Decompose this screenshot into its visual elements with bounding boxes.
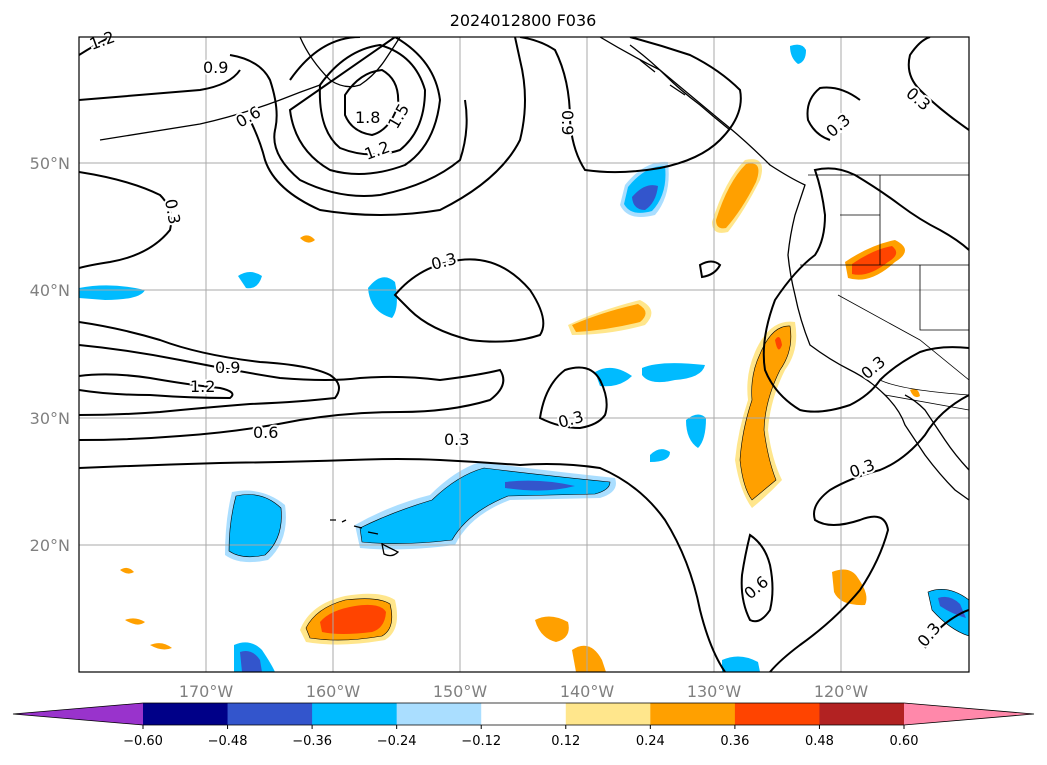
state-lines	[800, 175, 969, 396]
anomaly-blue-mid-1	[368, 277, 397, 318]
anomaly-blue-mid-2	[595, 367, 632, 387]
anomaly-blue-mid-5	[650, 449, 670, 462]
colorbar-segment	[227, 703, 313, 725]
contour-0.9-north-east	[519, 37, 742, 174]
lon-label: 140°W	[560, 682, 615, 701]
borders	[800, 174, 969, 411]
contour-0.3-east	[806, 37, 969, 141]
contour-0.6-south	[79, 344, 505, 441]
north-america-coast	[599, 37, 969, 501]
contour-0.9-north	[79, 54, 468, 197]
contour-0.3-coast	[762, 167, 969, 413]
lon-label: 170°W	[179, 682, 234, 701]
colorbar-tick-label: −0.12	[461, 734, 501, 749]
anomaly-blue-mid-4	[686, 414, 706, 448]
lon-label: 130°W	[687, 682, 742, 701]
contour-1.8	[344, 68, 400, 137]
colorbar-tick-label: −0.48	[208, 734, 248, 749]
map-title: 2024012800 F036	[450, 11, 597, 30]
longitude-labels: 170°W 160°W 150°W 140°W 130°W 120°W	[179, 682, 869, 701]
anomaly-warm-small-5	[910, 388, 920, 398]
contour-1.5	[318, 43, 427, 156]
contour-0.3-ring-2	[538, 366, 608, 430]
anomaly-blue-small-3	[790, 44, 806, 64]
colorbar-segment	[819, 703, 905, 725]
aleutians	[99, 84, 321, 141]
contour-label: 0.6	[253, 423, 278, 442]
contour-label: 1.8	[355, 108, 380, 127]
alaska-coast	[299, 37, 401, 88]
lat-label: 40°N	[30, 281, 70, 300]
contour-1.2-south	[79, 373, 234, 400]
baja-coast	[904, 394, 969, 471]
map-panel: 1.2 0.9 0.6 1.8 1.5 1.2 0.3 0.9 0.3 0.3 …	[78, 25, 970, 673]
anomaly-warm-small-3	[125, 618, 145, 625]
anomaly-blue-southeast	[928, 589, 969, 636]
colorbar-tick-label: −0.24	[377, 734, 417, 749]
colorbar-segment	[734, 703, 820, 725]
lon-label: 150°W	[433, 682, 488, 701]
anomaly-warm-small-4	[150, 643, 172, 650]
colorbar-tick-label: −0.60	[123, 734, 163, 749]
contour-0.3-southeast	[769, 394, 969, 672]
contour-small-loop	[698, 260, 722, 279]
colorbar-tick-label: 0.60	[890, 734, 919, 749]
anomaly-warm-small-1	[300, 235, 315, 243]
colorbar-tick-label: 0.36	[720, 734, 749, 749]
colorbar-extend-max	[904, 703, 1034, 725]
anomaly-blue-mid-3	[642, 363, 705, 383]
colorbar-segment	[481, 703, 567, 725]
colorbar-segment	[396, 703, 482, 725]
contour-lines	[79, 37, 969, 672]
anomaly-blue-subtropics-dark	[505, 480, 575, 491]
hawaiian-islands	[330, 519, 400, 557]
shading-outlines	[228, 325, 969, 641]
anomaly-warm-south-2	[535, 616, 569, 642]
contour-0.9-south	[79, 321, 340, 416]
colorbar-segments	[12, 702, 1035, 726]
contour-1.2-corner	[79, 37, 111, 56]
colorbar-tick-label: 0.24	[636, 734, 665, 749]
colorbar: −0.60 −0.48 −0.36 −0.24 −0.12 0.12 0.24 0.36 0.4…	[12, 702, 1035, 749]
coastal-islands	[629, 44, 731, 131]
lon-label: 160°W	[306, 682, 361, 701]
contour-0.3-far-southeast	[924, 609, 969, 649]
mexico-border	[884, 394, 969, 411]
anomaly-blue-small-2	[79, 285, 145, 300]
lat-label: 50°N	[30, 154, 70, 173]
coastlines	[99, 37, 969, 501]
contour-label: 0.3	[444, 430, 469, 449]
colorbar-segment	[143, 703, 229, 725]
anomaly-blue-small-1	[238, 272, 262, 289]
colorbar-tick-label: 0.12	[551, 734, 580, 749]
anomaly-blue-south-2	[722, 656, 760, 672]
colorbar-segment	[650, 703, 736, 725]
contour-label: 0.9	[215, 358, 240, 377]
gridlines	[79, 37, 969, 672]
colorbar-extend-min	[13, 703, 143, 725]
lat-label: 30°N	[30, 409, 70, 428]
lat-label: 20°N	[30, 536, 70, 555]
colorbar-tick-label: −0.36	[292, 734, 332, 749]
contour-0.3-south	[79, 458, 726, 672]
colorbar-segment	[312, 703, 398, 725]
colorbar-segment	[565, 703, 651, 725]
colorbar-ticks: −0.60 −0.48 −0.36 −0.24 −0.12 0.12 0.24 0.36 0.4…	[123, 725, 918, 749]
contour-label: 1.2	[190, 377, 215, 396]
contour-0.3-ring-1	[393, 258, 545, 343]
contour-0.6-lobe	[740, 533, 774, 623]
contour-label: 0.9	[558, 110, 577, 135]
map-frame	[78, 36, 970, 673]
contour-label: 0.9	[203, 58, 228, 77]
contour-0.6-north	[79, 37, 526, 269]
lon-label: 120°W	[814, 682, 869, 701]
anomaly-warm-small-2	[120, 567, 134, 574]
anomaly-warm-south-3	[572, 645, 606, 672]
latitude-labels: 50°N 40°N 30°N 20°N	[30, 154, 70, 555]
colorbar-tick-label: 0.48	[805, 734, 834, 749]
